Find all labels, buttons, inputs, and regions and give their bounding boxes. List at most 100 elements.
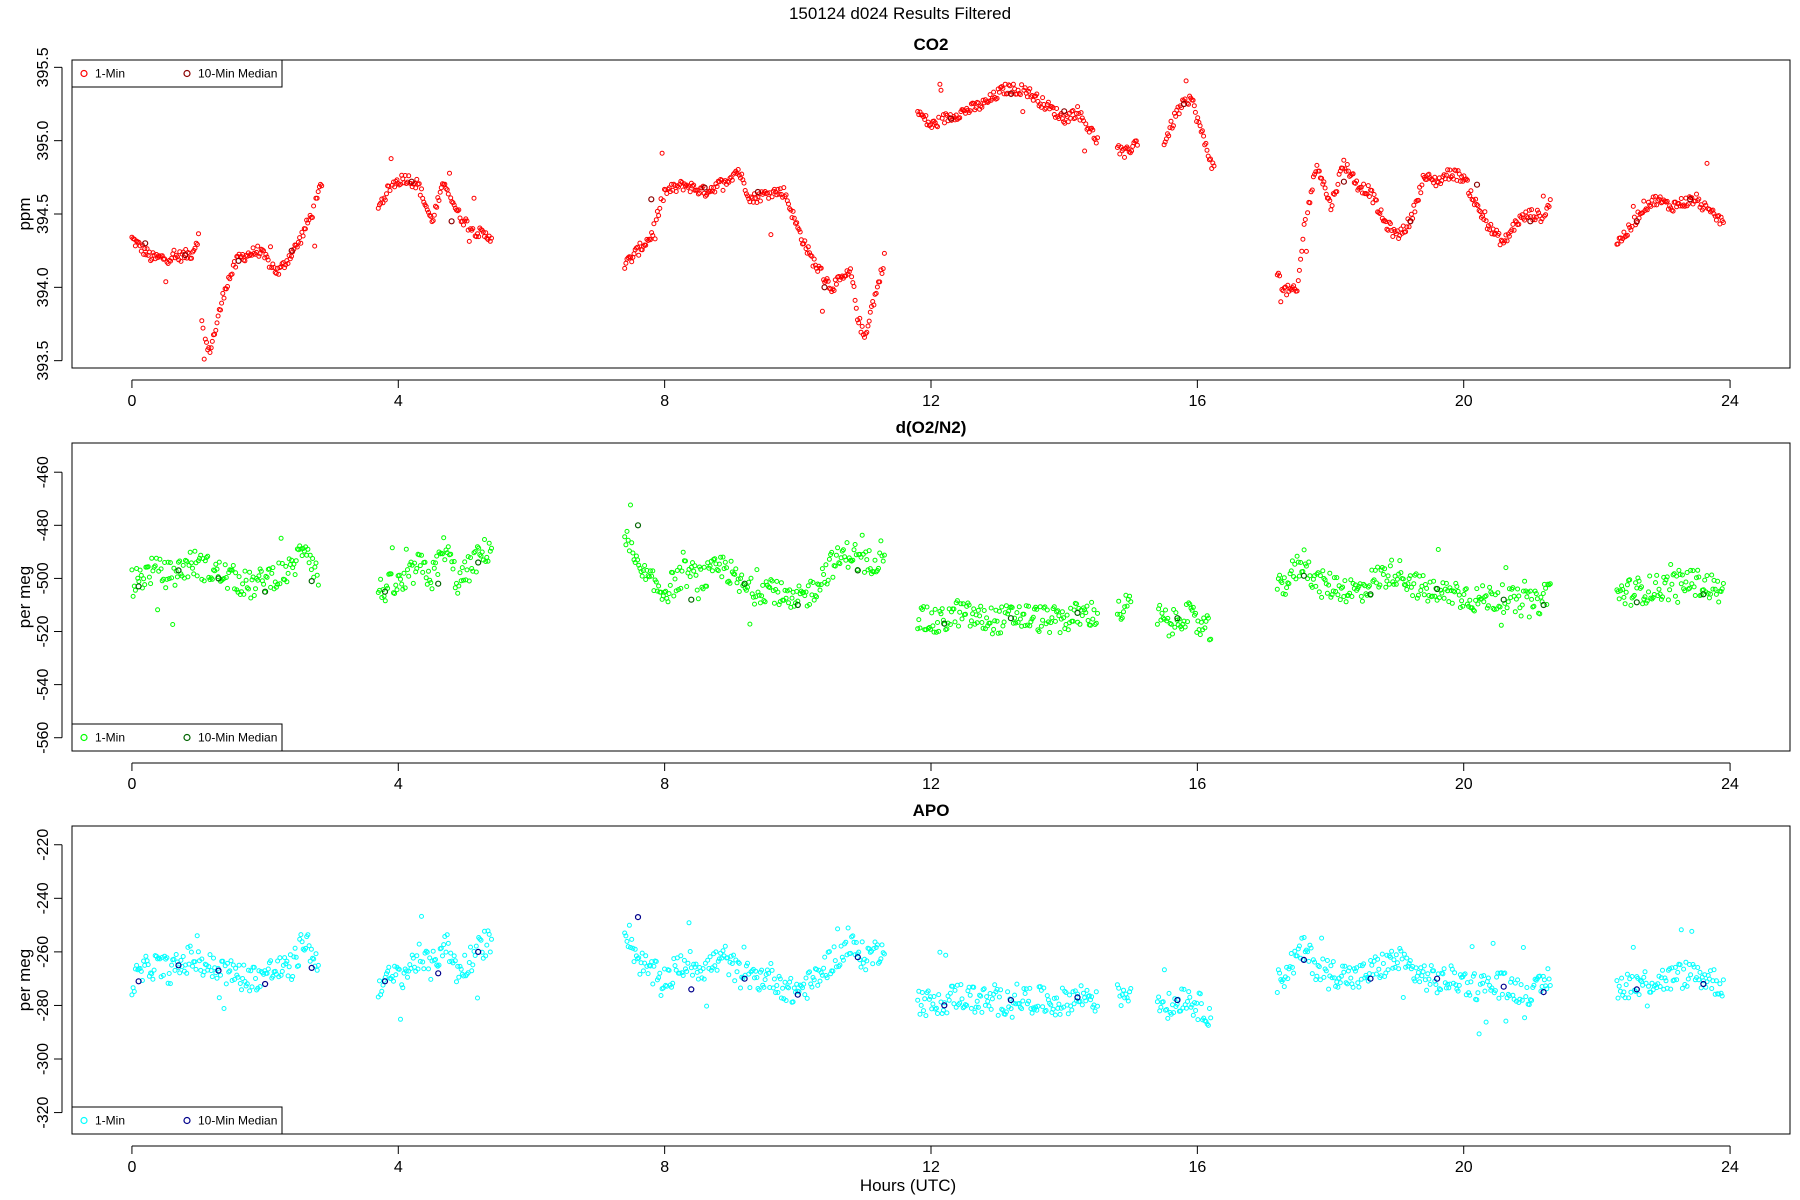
data-point [1010,81,1016,87]
data-point [681,957,687,963]
data-point [733,566,739,572]
data-point [1356,984,1362,990]
data-point [146,574,152,580]
data-point [445,191,451,197]
data-point [433,560,438,566]
data-point [487,949,493,955]
data-point [1410,593,1416,599]
data-point [1307,942,1313,948]
data-point [1211,163,1217,169]
data-point [1615,589,1621,595]
data-point [1371,192,1377,197]
data-point [714,567,720,573]
data-point [1406,224,1412,230]
median-point [634,913,642,921]
data-point [665,599,671,605]
y-tick-label: -540 [35,669,52,701]
data-point [805,970,811,976]
data-point [405,567,410,573]
data-point [660,198,666,204]
data-point [672,576,678,582]
data-point [1187,994,1193,1000]
data-point [677,970,683,976]
data-point [1022,991,1028,996]
data-point [877,959,883,965]
data-point [1274,586,1280,592]
data-point [480,229,486,235]
data-point [184,970,190,976]
data-point [458,966,464,972]
data-point [968,1005,974,1011]
data-point [1324,958,1330,963]
data-point [859,939,865,945]
median-point [475,948,482,956]
data-point [1165,615,1171,621]
data-point [1509,976,1515,982]
data-point [319,183,325,189]
data-point [1160,999,1166,1005]
data-point [674,183,680,189]
data-point [670,570,676,576]
data-point [192,548,198,554]
data-point [691,568,697,574]
data-point [1372,567,1378,573]
data-point [275,958,281,964]
data-point [1438,987,1444,993]
data-point [1287,571,1293,577]
data-point [748,194,754,200]
data-point [683,558,688,564]
data-point [1340,963,1346,969]
data-point [1154,621,1160,627]
data-point [188,560,194,566]
data-point [1303,563,1309,569]
median-point [1007,90,1015,97]
median-point [688,986,695,993]
data-point [1522,578,1528,584]
median-point [854,567,861,574]
data-point [721,566,727,572]
data-point [1366,583,1372,589]
data-point [759,593,765,599]
data-point [642,960,648,966]
data-point [1116,598,1122,604]
data-point [957,115,963,121]
data-point [283,563,289,569]
data-point [714,184,720,189]
x-tick-label: 20 [1455,1159,1473,1176]
data-point [1702,200,1708,206]
data-point [429,219,435,225]
data-point [940,1007,946,1013]
median-point [821,284,828,291]
data-point [851,939,857,945]
data-point [470,962,476,968]
data-point [199,318,205,324]
data-point [1524,594,1530,600]
data-point [253,976,258,981]
median-point [262,980,269,988]
data-point [864,329,870,335]
data-point [667,582,673,588]
median-point [1180,100,1188,108]
data-point [1484,226,1490,232]
data-point [427,955,433,961]
data-point [1274,990,1280,995]
data-point [1621,229,1627,235]
data-point [1090,127,1096,133]
data-point [227,968,233,974]
data-point [756,592,762,598]
data-point [1463,176,1469,182]
legend-box [71,59,283,88]
data-point [835,926,841,932]
data-point [206,964,212,970]
median-point [288,247,295,254]
data-point [1447,585,1453,591]
data-point [1394,960,1400,966]
data-point [1192,109,1198,115]
x-axis: 0 4 8 12 16 20 24 [127,762,1739,793]
data-point [653,217,659,223]
legend: 1-Min 10-Min Median [71,723,283,752]
data-point [1614,978,1620,984]
data-point [1396,236,1402,241]
data-point [225,960,230,966]
data-point [881,250,887,256]
